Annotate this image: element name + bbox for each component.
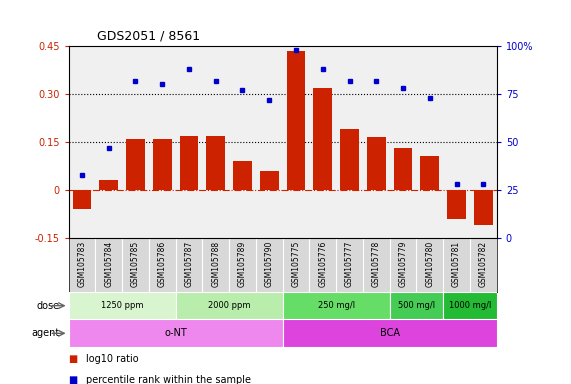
Text: GSM105790: GSM105790 <box>265 241 274 287</box>
Text: agent: agent <box>32 328 60 338</box>
Bar <box>260 171 279 190</box>
Bar <box>153 139 171 190</box>
Text: percentile rank within the sample: percentile rank within the sample <box>86 375 251 384</box>
Text: GSM105775: GSM105775 <box>292 241 300 287</box>
Text: GSM105778: GSM105778 <box>372 241 381 287</box>
Bar <box>474 190 493 225</box>
Bar <box>420 157 439 190</box>
Bar <box>126 139 145 190</box>
Text: GSM105782: GSM105782 <box>479 241 488 287</box>
Bar <box>69 292 176 319</box>
Bar <box>233 161 252 190</box>
Text: 1250 ppm: 1250 ppm <box>101 301 143 310</box>
Text: GSM105787: GSM105787 <box>184 241 194 287</box>
Text: 2000 ppm: 2000 ppm <box>208 301 250 310</box>
Text: ■: ■ <box>69 354 78 364</box>
Text: GSM105786: GSM105786 <box>158 241 167 287</box>
Bar <box>367 137 385 190</box>
Bar <box>73 190 91 209</box>
Bar <box>447 190 466 219</box>
Text: ■: ■ <box>69 375 78 384</box>
Text: o-NT: o-NT <box>164 328 187 338</box>
Text: GSM105788: GSM105788 <box>211 241 220 287</box>
Text: GDS2051 / 8561: GDS2051 / 8561 <box>97 29 200 42</box>
Bar <box>283 319 497 347</box>
Bar <box>283 292 389 319</box>
Text: GSM105776: GSM105776 <box>318 241 327 287</box>
Text: GSM105779: GSM105779 <box>399 241 408 287</box>
Text: GSM105785: GSM105785 <box>131 241 140 287</box>
Text: BCA: BCA <box>380 328 400 338</box>
Bar <box>389 292 443 319</box>
Text: GSM105780: GSM105780 <box>425 241 435 287</box>
Bar <box>287 51 305 190</box>
Text: GSM105777: GSM105777 <box>345 241 354 287</box>
Text: GSM105784: GSM105784 <box>104 241 113 287</box>
Bar <box>443 292 497 319</box>
Bar <box>206 136 225 190</box>
Bar <box>313 88 332 190</box>
Bar <box>69 319 283 347</box>
Text: GSM105789: GSM105789 <box>238 241 247 287</box>
Bar <box>340 129 359 190</box>
Bar <box>99 180 118 190</box>
Text: 1000 mg/l: 1000 mg/l <box>449 301 491 310</box>
Text: dose: dose <box>37 301 60 311</box>
Text: log10 ratio: log10 ratio <box>86 354 138 364</box>
Text: 500 mg/l: 500 mg/l <box>398 301 435 310</box>
Bar <box>394 149 412 190</box>
Bar <box>176 292 283 319</box>
Bar <box>180 136 198 190</box>
Text: GSM105781: GSM105781 <box>452 241 461 287</box>
Text: 250 mg/l: 250 mg/l <box>317 301 355 310</box>
Text: GSM105783: GSM105783 <box>78 241 86 287</box>
